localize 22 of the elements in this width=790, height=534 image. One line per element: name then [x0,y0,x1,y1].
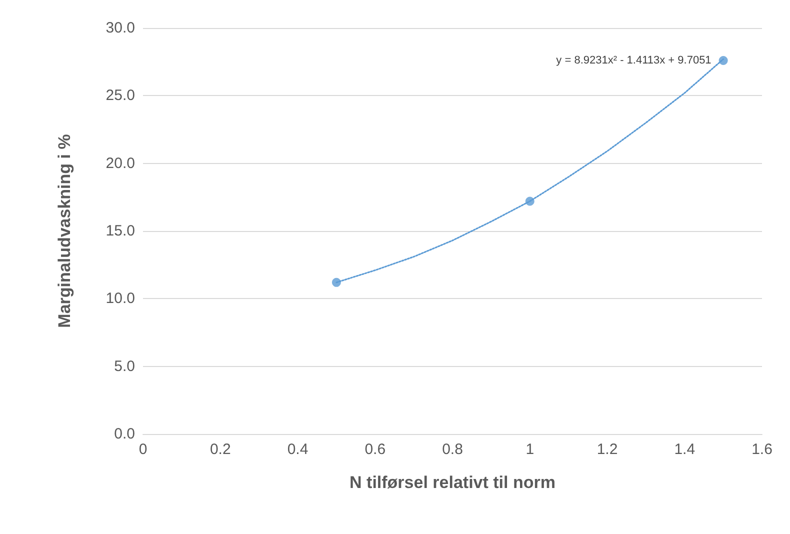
x-tick-label: 1 [526,441,534,458]
y-tick-label: 25.0 [106,87,135,104]
x-tick-label: 0 [138,441,148,458]
y-tick-label: 30.0 [106,20,135,36]
y-axis-title: Marginaludvaskning i % [55,134,74,328]
point [718,56,728,65]
y-tick-label: 0.0 [114,426,135,442]
x-tick-label: 0.2 [210,441,231,458]
y-tick-label: 15.0 [106,222,135,240]
x-axis-title: N tilførsel relativt til norm [350,473,556,492]
x-tick-label: 0.6 [364,441,386,458]
y-tick-label: 5.0 [114,358,135,375]
y-tick-label: 20.0 [106,154,135,172]
x-tick-label: 0.8 [442,441,463,458]
x-tick-label: 1.6 [752,441,772,458]
point [332,278,341,287]
x-tick-label: 1.2 [596,441,618,458]
x-tick-label: 1.4 [674,441,696,458]
x-tick-label: 0.4 [287,441,308,458]
annotation: y = 8.9231x² - 1.4113x + 9.7051 [556,54,712,66]
point [525,196,534,206]
y-tick-label: 10.0 [106,290,135,308]
